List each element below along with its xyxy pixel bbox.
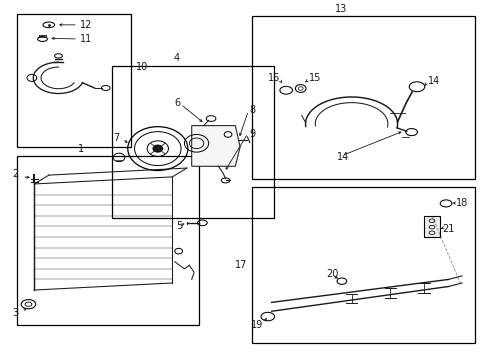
Text: 12: 12 [80, 20, 93, 30]
Text: 5: 5 [176, 221, 183, 231]
Text: 9: 9 [249, 130, 255, 139]
Bar [112, 66, 274, 217]
Text: 2: 2 [12, 169, 18, 179]
Bar [17, 156, 199, 325]
Bar [252, 188, 475, 343]
Text: 8: 8 [249, 105, 255, 115]
Text: 13: 13 [335, 4, 347, 14]
Text: 4: 4 [173, 53, 180, 63]
Text: 14: 14 [337, 152, 349, 162]
Text: 11: 11 [80, 34, 93, 44]
Text: 15: 15 [309, 73, 321, 83]
Text: 6: 6 [175, 98, 181, 108]
Text: 19: 19 [251, 320, 263, 330]
Text: 18: 18 [456, 198, 468, 208]
Bar [252, 16, 475, 179]
Text: 3: 3 [12, 308, 18, 318]
Bar [424, 216, 440, 237]
Text: 16: 16 [268, 73, 280, 83]
Polygon shape [192, 126, 240, 166]
Text: 14: 14 [428, 76, 440, 86]
Text: 20: 20 [326, 269, 339, 279]
Text: 21: 21 [442, 224, 455, 234]
Text: 10: 10 [136, 62, 148, 72]
Text: 7: 7 [113, 133, 120, 143]
Ellipse shape [153, 145, 163, 152]
Bar [17, 14, 131, 147]
Text: 1: 1 [78, 144, 84, 154]
Text: 17: 17 [235, 260, 247, 270]
